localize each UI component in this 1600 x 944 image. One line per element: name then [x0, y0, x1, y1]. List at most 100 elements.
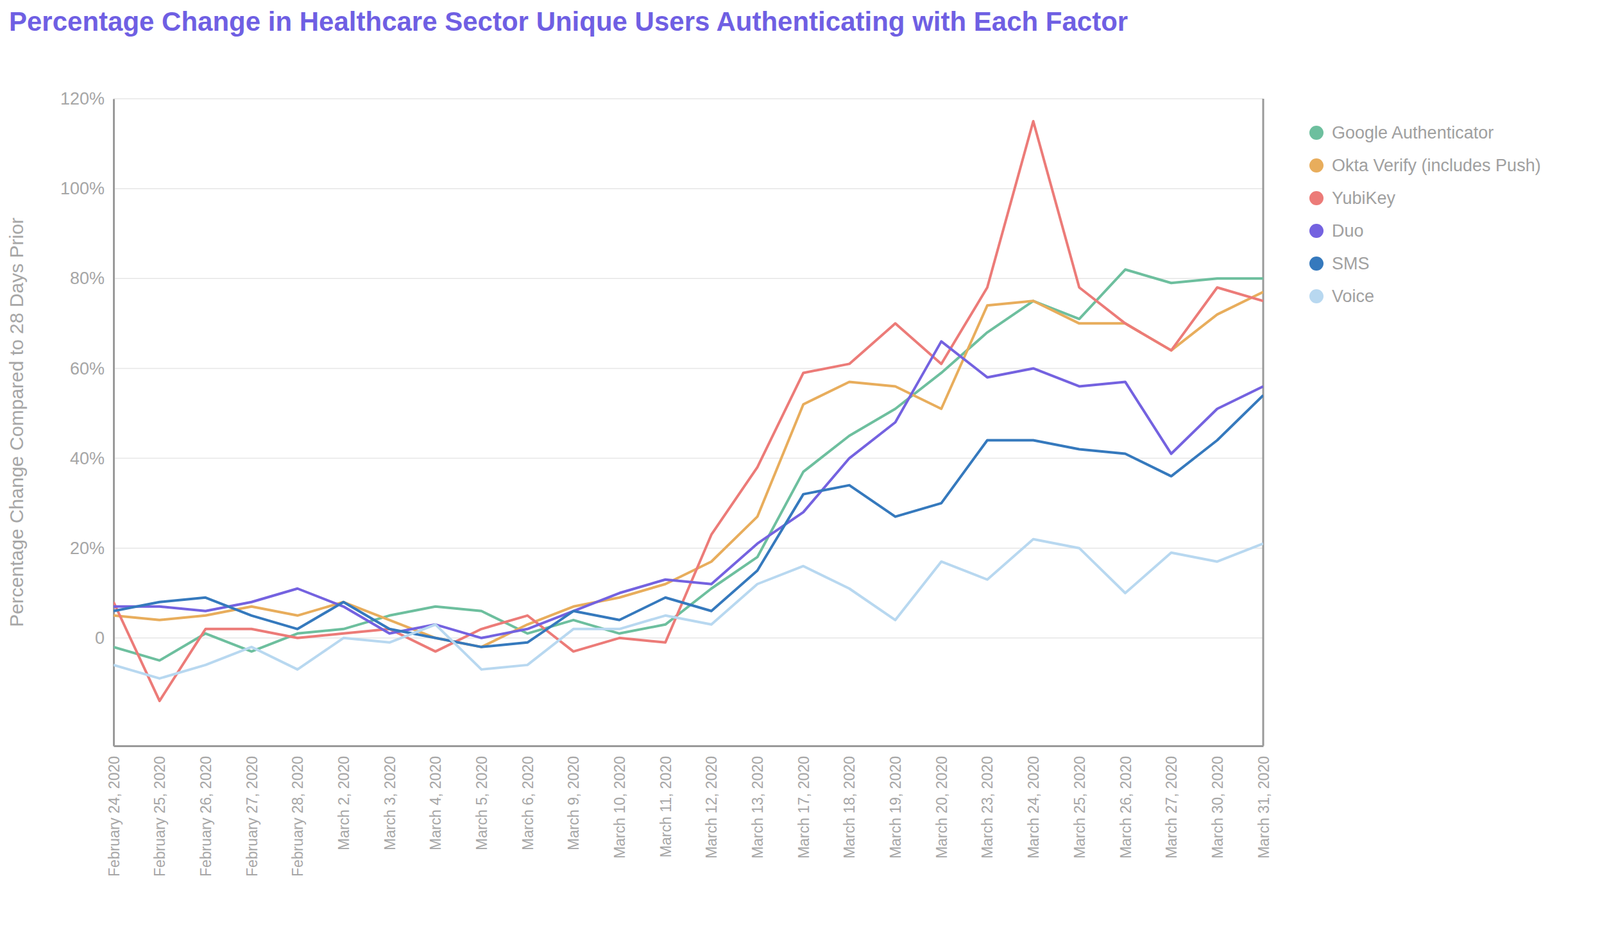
- legend-marker: [1309, 158, 1324, 173]
- legend-label: Google Authenticator: [1331, 123, 1494, 143]
- x-tick: March 18, 2020: [841, 746, 858, 860]
- legend-label: YubiKey: [1331, 188, 1396, 208]
- y-tick: 120%: [60, 89, 114, 109]
- legend-label: Okta Verify (includes Push): [1331, 155, 1541, 176]
- y-tick-label: 80%: [69, 268, 105, 289]
- y-tick: 20%: [69, 538, 114, 559]
- y-tick-label: 40%: [69, 449, 105, 469]
- x-tick: March 26, 2020: [1117, 746, 1135, 860]
- x-tick-label: March 19, 2020: [887, 756, 904, 860]
- y-axis-title: Percentage Change Compared to 28 Days Pr…: [5, 217, 27, 628]
- plot-frame: [1262, 98, 1265, 747]
- legend-item: YubiKey: [1309, 188, 1396, 208]
- x-tick: March 27, 2020: [1163, 746, 1180, 860]
- legend-label: SMS: [1331, 254, 1370, 274]
- x-tick: February 27, 2020: [243, 746, 261, 877]
- series-lines: [113, 121, 1264, 702]
- series-line: [113, 395, 1264, 647]
- x-tick: March 4, 2020: [427, 746, 444, 851]
- x-tick: March 23, 2020: [978, 746, 996, 860]
- x-tick-label: March 26, 2020: [1117, 756, 1135, 860]
- x-tick-label: March 2, 2020: [335, 756, 353, 851]
- grid-line: [113, 187, 1264, 190]
- x-tick: March 3, 2020: [381, 746, 399, 851]
- chart: Percentage Change in Healthcare Sector U…: [0, 0, 1600, 944]
- y-tick-label: 0: [94, 628, 105, 648]
- x-tick-label: March 17, 2020: [795, 756, 813, 860]
- series-line: [113, 341, 1264, 638]
- series-line: [113, 269, 1264, 661]
- legend-marker: [1309, 256, 1324, 271]
- legend-item: Duo: [1309, 221, 1364, 241]
- x-tick: March 2, 2020: [335, 746, 353, 851]
- x-tick-label: March 20, 2020: [933, 756, 951, 860]
- x-tick: February 24, 2020: [105, 746, 123, 877]
- x-tick-label: March 12, 2020: [703, 756, 720, 860]
- legend-item: SMS: [1309, 254, 1370, 274]
- legend-label: Voice: [1331, 286, 1375, 307]
- x-tick: February 28, 2020: [289, 746, 307, 877]
- x-tick: March 5, 2020: [473, 746, 491, 851]
- x-tick: March 9, 2020: [565, 746, 582, 851]
- x-tick: February 26, 2020: [197, 746, 215, 877]
- y-tick: 0: [94, 628, 114, 648]
- x-tick-label: March 25, 2020: [1071, 756, 1089, 860]
- x-tick-label: March 3, 2020: [381, 756, 399, 851]
- series-line: [113, 121, 1264, 702]
- x-tick: March 6, 2020: [519, 746, 537, 851]
- x-tick: March 24, 2020: [1025, 746, 1042, 860]
- x-tick: March 13, 2020: [749, 746, 766, 860]
- x-tick: February 25, 2020: [151, 746, 169, 877]
- y-tick-label: 100%: [60, 178, 105, 199]
- legend-marker: [1309, 191, 1324, 206]
- y-axis: 0 20% 40% 60% 80% 100% 120%: [60, 89, 115, 747]
- x-tick-label: March 6, 2020: [519, 756, 537, 851]
- series-line: [113, 291, 1264, 648]
- grid-line: [113, 458, 1264, 460]
- x-tick-label: March 18, 2020: [841, 756, 858, 860]
- x-tick: March 12, 2020: [703, 746, 720, 860]
- x-tick: March 10, 2020: [611, 746, 629, 860]
- legend-item: Okta Verify (includes Push): [1309, 155, 1541, 176]
- chart-title: Percentage Change in Healthcare Sector U…: [8, 6, 1128, 37]
- y-tick: 100%: [60, 178, 114, 199]
- series-line: [113, 539, 1264, 679]
- legend-label: Duo: [1331, 221, 1364, 241]
- x-tick-label: February 25, 2020: [151, 756, 169, 877]
- y-axis-line: [112, 99, 115, 747]
- grid-line: [113, 278, 1264, 280]
- x-tick: March 17, 2020: [795, 746, 813, 860]
- y-tick-label: 20%: [69, 538, 105, 559]
- y-tick: 60%: [69, 359, 114, 379]
- x-tick-label: March 31, 2020: [1255, 756, 1273, 860]
- y-tick: 40%: [69, 449, 114, 469]
- x-tick-label: March 13, 2020: [749, 756, 766, 860]
- grid-line: [113, 368, 1264, 370]
- legend-item: Google Authenticator: [1309, 123, 1494, 143]
- x-tick: March 25, 2020: [1071, 746, 1089, 860]
- y-tick-label: 60%: [69, 359, 105, 379]
- x-axis: February 24, 2020 February 25, 2020 Februa…: [105, 746, 1273, 877]
- x-tick-label: February 26, 2020: [197, 756, 215, 877]
- x-tick: March 11, 2020: [657, 746, 675, 858]
- x-tick-label: March 11, 2020: [657, 756, 675, 858]
- legend: Google Authenticator Okta Verify (include…: [1309, 123, 1541, 307]
- legend-item: Voice: [1309, 286, 1375, 307]
- grid-line: [113, 547, 1264, 550]
- y-tick-label: 120%: [60, 89, 105, 109]
- x-tick-label: March 9, 2020: [565, 756, 582, 851]
- grid: [113, 98, 1264, 639]
- grid-line: [113, 98, 1264, 100]
- x-tick-label: March 4, 2020: [427, 756, 444, 851]
- x-tick: March 19, 2020: [887, 746, 904, 860]
- x-tick: March 30, 2020: [1209, 746, 1226, 860]
- legend-marker: [1309, 125, 1324, 140]
- x-tick-label: March 24, 2020: [1025, 756, 1042, 860]
- x-tick: March 31, 2020: [1255, 746, 1273, 860]
- y-tick: 80%: [69, 268, 114, 289]
- x-tick-label: February 28, 2020: [289, 756, 307, 877]
- x-tick-label: March 30, 2020: [1209, 756, 1226, 860]
- x-tick-label: March 23, 2020: [978, 756, 996, 860]
- x-tick: March 20, 2020: [933, 746, 951, 860]
- x-tick-label: February 24, 2020: [105, 756, 123, 877]
